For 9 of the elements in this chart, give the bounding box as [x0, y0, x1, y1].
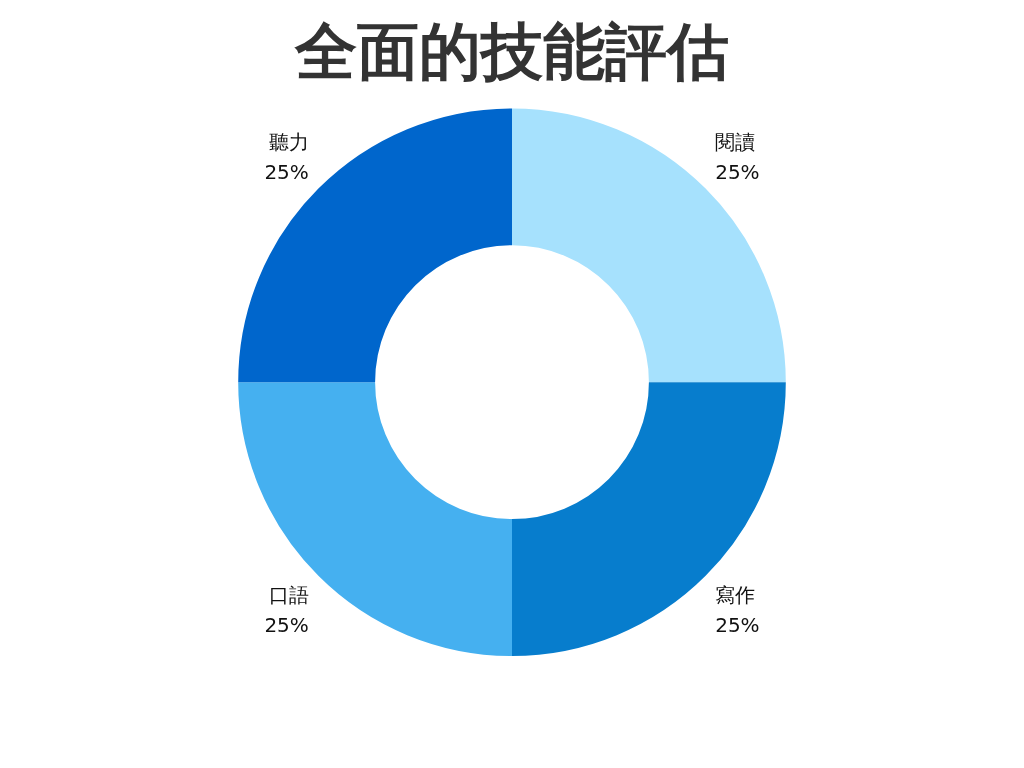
- data-label: 25%: [715, 612, 760, 637]
- slice-label: 寫作: [715, 582, 756, 607]
- slice-label: 閱讀: [715, 130, 756, 155]
- slice-label: 聽力: [268, 130, 309, 155]
- data-label: 25%: [264, 612, 309, 637]
- data-label: 25%: [715, 160, 760, 185]
- chart-title: 全面的技能評估: [294, 15, 729, 89]
- slice-label: 口語: [268, 582, 309, 607]
- data-label: 25%: [264, 160, 309, 185]
